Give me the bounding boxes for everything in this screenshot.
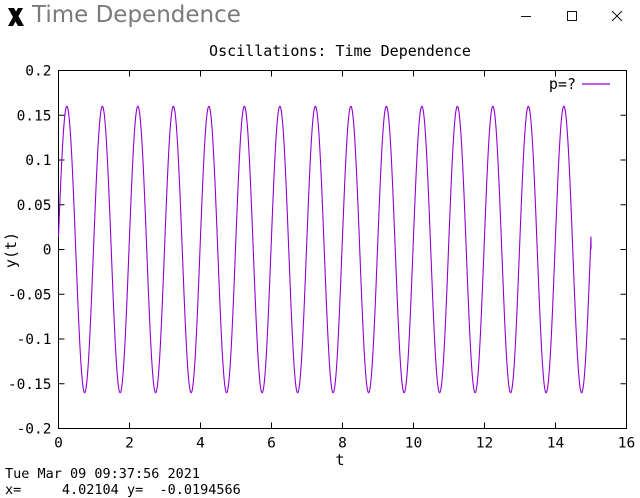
cursor-y-value: -0.0194566: [159, 482, 241, 498]
series-line: [57, 105, 592, 394]
y-tick-label: 0.05: [17, 198, 52, 214]
window-title: Time Dependence: [32, 2, 241, 28]
minimize-button[interactable]: [503, 0, 549, 32]
window-titlebar[interactable]: Time Dependence: [0, 0, 640, 34]
x-axis-label: t: [335, 451, 344, 466]
y-tick-label: 0.2: [25, 64, 51, 80]
plot-area[interactable]: Oscillations: Time Dependence 0 2 4 6 8 10 12 1…: [0, 34, 640, 469]
status-timestamp: Tue Mar 09 09:37:56 2021: [5, 466, 201, 482]
cursor-x-label: x=: [5, 482, 22, 498]
x-tick-label: 0: [54, 436, 63, 452]
x-tick-label: 6: [267, 436, 276, 452]
cursor-x-value: 4.02104: [61, 482, 119, 498]
gnuplot-x-icon: [6, 6, 26, 28]
x-tick-label: 10: [405, 436, 422, 452]
status-bar: Tue Mar 09 09:37:56 2021 x= 4.02104 y= -…: [5, 466, 635, 498]
close-button[interactable]: [594, 0, 640, 32]
y-tick-label: -0.2: [17, 422, 52, 438]
x-tick-label: 14: [547, 436, 565, 452]
x-tick-label: 12: [476, 436, 493, 452]
chart-title: Oscillations: Time Dependence: [209, 42, 471, 60]
minimize-icon: [520, 10, 532, 22]
legend-label: p=?: [549, 75, 576, 93]
x-tick-label: 8: [338, 436, 347, 452]
maximize-icon: [566, 10, 578, 22]
y-tick-label: 0: [43, 243, 52, 259]
y-tick-label: -0.1: [17, 332, 52, 348]
y-tick-label: 0.15: [17, 108, 52, 124]
close-icon: [611, 10, 623, 22]
chart-svg[interactable]: Oscillations: Time Dependence 0 2 4 6 8 10 12 1…: [0, 34, 640, 469]
cursor-y-label: y=: [126, 482, 144, 498]
y-tick-label: 0.1: [25, 153, 51, 169]
x-tick-label: 2: [125, 436, 134, 452]
x-tick-label: 16: [618, 436, 635, 452]
x-tick-label: 4: [196, 436, 205, 452]
y-axis-label: y(t): [2, 232, 20, 268]
y-tick-label: -0.15: [8, 377, 52, 393]
maximize-button[interactable]: [549, 0, 595, 32]
y-tick-label: -0.05: [8, 287, 52, 303]
